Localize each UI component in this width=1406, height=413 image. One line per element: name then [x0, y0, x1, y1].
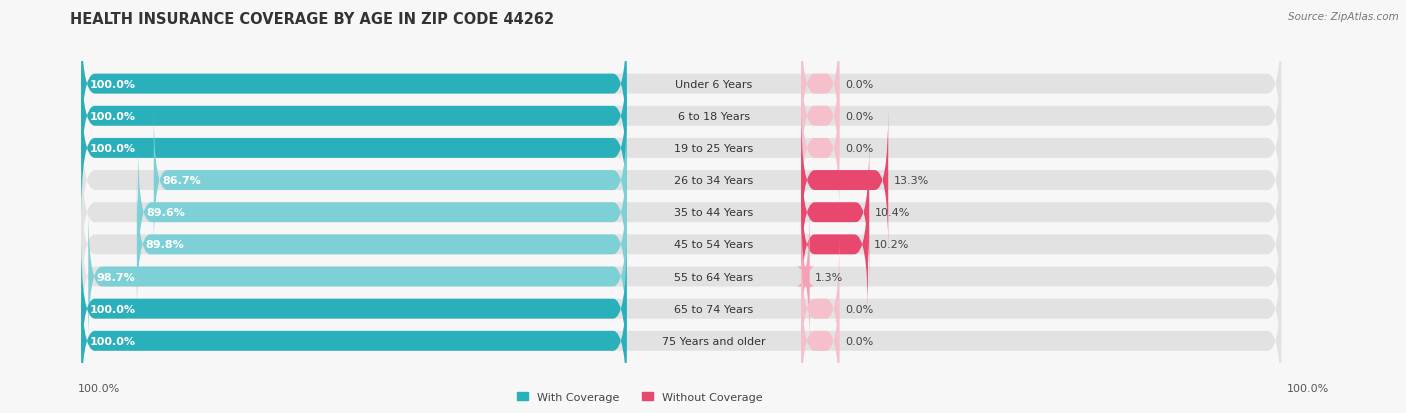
Text: 0.0%: 0.0% — [845, 112, 873, 121]
Text: 13.3%: 13.3% — [894, 176, 929, 185]
Text: 26 to 34 Years: 26 to 34 Years — [675, 176, 754, 185]
Text: 35 to 44 Years: 35 to 44 Years — [675, 208, 754, 218]
Text: 98.7%: 98.7% — [97, 272, 135, 282]
Text: Source: ZipAtlas.com: Source: ZipAtlas.com — [1288, 12, 1399, 22]
FancyBboxPatch shape — [82, 239, 1281, 379]
FancyBboxPatch shape — [801, 142, 869, 283]
Text: 55 to 64 Years: 55 to 64 Years — [675, 272, 754, 282]
FancyBboxPatch shape — [82, 206, 1281, 347]
Text: 100.0%: 100.0% — [1286, 383, 1329, 393]
Text: 100.0%: 100.0% — [90, 112, 135, 121]
Text: 100.0%: 100.0% — [90, 304, 135, 314]
FancyBboxPatch shape — [82, 14, 627, 154]
FancyBboxPatch shape — [82, 175, 1281, 315]
FancyBboxPatch shape — [89, 206, 627, 347]
FancyBboxPatch shape — [153, 110, 627, 251]
Text: 100.0%: 100.0% — [90, 144, 135, 154]
FancyBboxPatch shape — [801, 46, 839, 187]
Text: 86.7%: 86.7% — [162, 176, 201, 185]
Text: 10.4%: 10.4% — [875, 208, 910, 218]
Text: 1.3%: 1.3% — [815, 272, 844, 282]
FancyBboxPatch shape — [138, 142, 627, 283]
FancyBboxPatch shape — [801, 175, 868, 315]
Text: 100.0%: 100.0% — [90, 336, 135, 346]
FancyBboxPatch shape — [136, 175, 627, 315]
FancyBboxPatch shape — [82, 110, 1281, 251]
Text: 89.6%: 89.6% — [146, 208, 186, 218]
FancyBboxPatch shape — [82, 142, 1281, 283]
FancyBboxPatch shape — [82, 46, 1281, 187]
Text: 100.0%: 100.0% — [90, 79, 135, 89]
FancyBboxPatch shape — [82, 271, 627, 411]
Text: 10.2%: 10.2% — [873, 240, 908, 250]
Text: 75 Years and older: 75 Years and older — [662, 336, 766, 346]
FancyBboxPatch shape — [801, 110, 889, 251]
FancyBboxPatch shape — [82, 271, 1281, 411]
FancyBboxPatch shape — [801, 239, 839, 379]
Text: HEALTH INSURANCE COVERAGE BY AGE IN ZIP CODE 44262: HEALTH INSURANCE COVERAGE BY AGE IN ZIP … — [70, 12, 554, 27]
Text: 19 to 25 Years: 19 to 25 Years — [675, 144, 754, 154]
Text: Under 6 Years: Under 6 Years — [675, 79, 752, 89]
FancyBboxPatch shape — [801, 271, 839, 411]
FancyBboxPatch shape — [82, 46, 627, 187]
FancyBboxPatch shape — [82, 239, 627, 379]
Text: 100.0%: 100.0% — [77, 383, 120, 393]
Text: 89.8%: 89.8% — [145, 240, 184, 250]
Text: 6 to 18 Years: 6 to 18 Years — [678, 112, 749, 121]
Text: 45 to 54 Years: 45 to 54 Years — [675, 240, 754, 250]
FancyBboxPatch shape — [801, 14, 839, 154]
FancyBboxPatch shape — [82, 78, 627, 219]
FancyBboxPatch shape — [801, 78, 839, 219]
Text: 0.0%: 0.0% — [845, 144, 873, 154]
Text: 0.0%: 0.0% — [845, 79, 873, 89]
Text: 0.0%: 0.0% — [845, 336, 873, 346]
FancyBboxPatch shape — [796, 206, 815, 347]
FancyBboxPatch shape — [82, 14, 1281, 154]
Text: 65 to 74 Years: 65 to 74 Years — [675, 304, 754, 314]
FancyBboxPatch shape — [82, 78, 1281, 219]
Text: 0.0%: 0.0% — [845, 304, 873, 314]
Legend: With Coverage, Without Coverage: With Coverage, Without Coverage — [513, 387, 766, 406]
